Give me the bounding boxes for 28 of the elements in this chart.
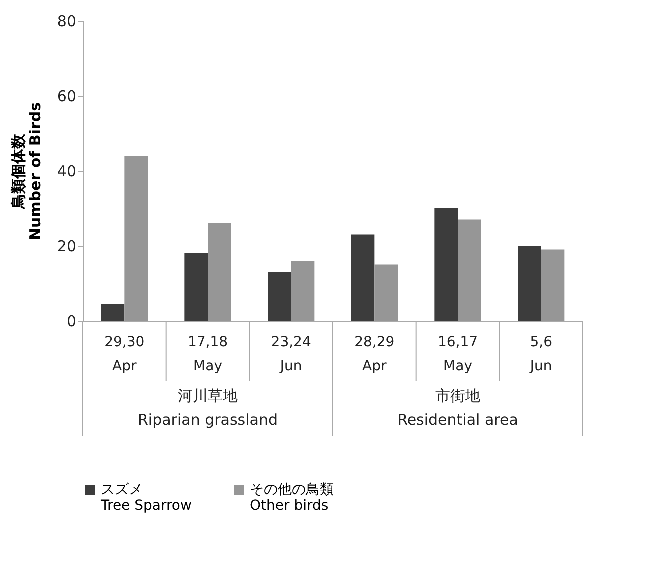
bar bbox=[291, 261, 315, 321]
y-axis-title: 鳥類個体数 Number of Birds bbox=[9, 102, 44, 241]
bar bbox=[208, 224, 232, 321]
bar bbox=[184, 254, 208, 321]
text: 市街地 Residential area bbox=[398, 387, 518, 429]
y-tick-label: 40 bbox=[57, 162, 76, 180]
x-tick-label: 16,17 May bbox=[438, 334, 478, 374]
bar bbox=[541, 250, 565, 321]
x-tick-label: 29,30 Apr bbox=[104, 334, 145, 374]
text: 河川草地 Riparian grassland bbox=[138, 387, 278, 429]
bar bbox=[101, 304, 125, 321]
x-tick-label: 23,24 Jun bbox=[271, 334, 312, 374]
y-tick-label: 20 bbox=[57, 238, 76, 256]
legend-label: その他の鳥類 Other birds bbox=[250, 482, 334, 514]
legend-label: スズメ Tree Sparrow bbox=[100, 482, 192, 514]
bar bbox=[124, 156, 148, 321]
y-tick-label: 80 bbox=[57, 12, 76, 30]
x-tick-label: 17,18 May bbox=[188, 334, 228, 374]
bar bbox=[374, 264, 398, 321]
bar bbox=[434, 208, 458, 321]
bar bbox=[518, 246, 542, 321]
bar bbox=[351, 234, 375, 321]
x-tick-label: 28,29 Apr bbox=[354, 334, 395, 374]
bar bbox=[268, 272, 292, 321]
x-tick-label: 5,6 Jun bbox=[529, 334, 553, 374]
y-tick-label: 60 bbox=[57, 88, 76, 106]
bar bbox=[458, 220, 482, 321]
y-tick-label: 0 bbox=[66, 312, 76, 330]
